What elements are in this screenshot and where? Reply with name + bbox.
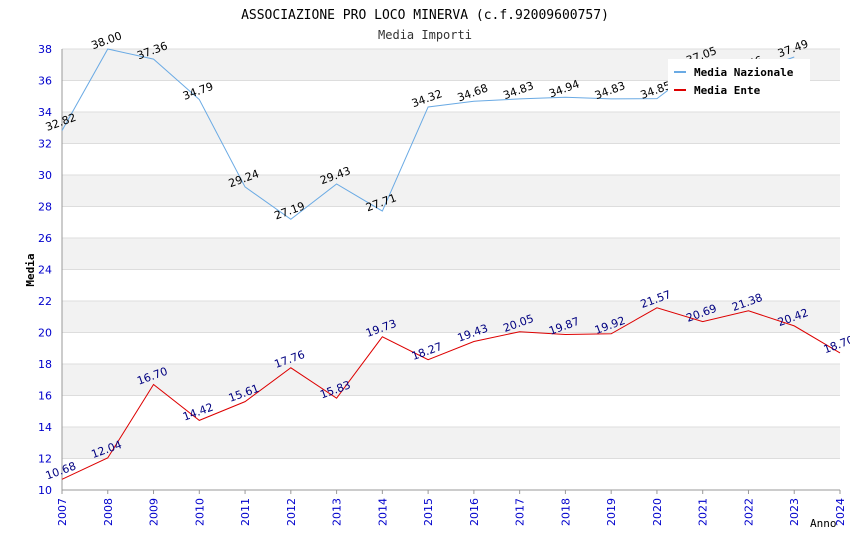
y-tick-labels: 10 12 14 16 18 20 22 24 26 28 30 32 34 36 38 — [38, 43, 52, 497]
y-tick-label: 38 — [38, 43, 52, 56]
y-tick-label: 10 — [38, 484, 52, 497]
x-tick-label: 2010 — [193, 498, 206, 526]
chart-subtitle: Media Importi — [378, 28, 472, 42]
y-tick-label: 36 — [38, 75, 52, 88]
series-line-1 — [61, 307, 841, 480]
data-label: 34.79 — [181, 80, 215, 103]
x-tick-label: 2020 — [651, 498, 664, 526]
y-tick-label: 32 — [38, 138, 52, 151]
axes — [61, 49, 841, 494]
y-axis-label: Media — [24, 253, 37, 286]
x-tick-label: 2007 — [56, 498, 69, 526]
grid-band — [62, 112, 840, 144]
y-tick-label: 12 — [38, 453, 52, 466]
x-tick-label: 2016 — [468, 498, 481, 526]
grid-band — [62, 301, 840, 333]
x-tick-label: 2019 — [605, 498, 618, 526]
grid-bands — [62, 49, 840, 459]
x-tick-label: 2024 — [834, 498, 847, 526]
x-tick-label: 2017 — [514, 498, 527, 526]
x-tick-label: 2021 — [697, 498, 710, 526]
y-tick-label: 18 — [38, 358, 52, 371]
x-tick-labels: 2007 2008 2009 2010 2011 2012 2013 2014 2015 2016… — [56, 498, 847, 526]
grid-band — [62, 175, 840, 207]
y-tick-label: 26 — [38, 232, 52, 245]
y-tick-label: 28 — [38, 201, 52, 214]
legend-box — [668, 59, 810, 101]
y-tick-label: 20 — [38, 327, 52, 340]
x-tick-label: 2018 — [559, 498, 572, 526]
x-tick-label: 2015 — [422, 498, 435, 526]
legend-label-nazionale: Media Nazionale — [694, 66, 794, 79]
gridlines — [62, 48, 840, 491]
x-axis-label: Anno — [810, 517, 837, 530]
legend-label-ente: Media Ente — [694, 84, 761, 97]
x-tick-label: 2023 — [788, 498, 801, 526]
x-tick-label: 2013 — [331, 498, 344, 526]
grid-band — [62, 427, 840, 459]
x-tick-label: 2012 — [285, 498, 298, 526]
y-tick-label: 22 — [38, 295, 52, 308]
y-tick-label: 24 — [38, 264, 52, 277]
chart-title: ASSOCIAZIONE PRO LOCO MINERVA (c.f.92009… — [241, 8, 609, 23]
y-tick-label: 34 — [38, 106, 52, 119]
y-tick-label: 14 — [38, 421, 52, 434]
x-tick-label: 2011 — [239, 498, 252, 526]
x-tick-label: 2014 — [376, 498, 389, 526]
x-tick-label: 2009 — [148, 498, 161, 526]
x-tick-label: 2008 — [102, 498, 115, 526]
data-label: 14.42 — [181, 401, 215, 424]
data-label: 34.32 — [410, 87, 444, 110]
data-label: 18.70 — [822, 333, 850, 356]
y-tick-label: 30 — [38, 169, 52, 182]
grid-band — [62, 238, 840, 270]
grid-band — [62, 364, 840, 396]
legend: Media Nazionale Media Ente — [668, 59, 810, 101]
y-tick-label: 16 — [38, 390, 52, 403]
x-tick-label: 2022 — [742, 498, 755, 526]
